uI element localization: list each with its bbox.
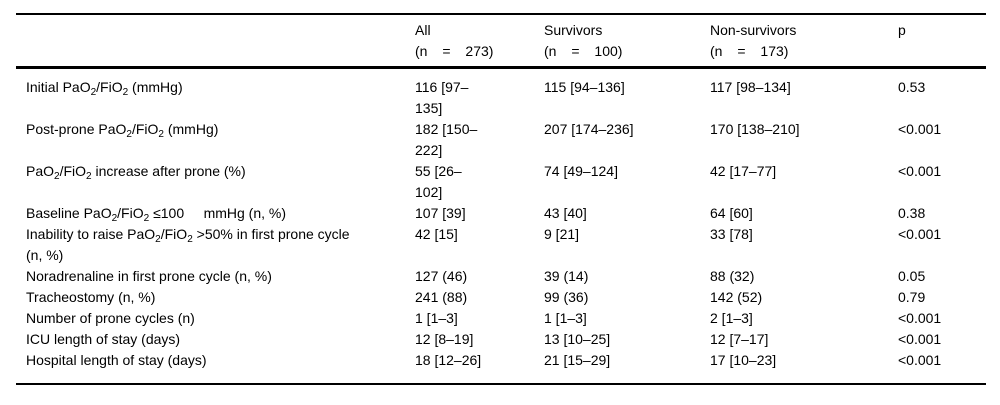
table-row: Number of prone cycles (n) 1 [1–3] 1 [1–3]…: [16, 308, 986, 329]
cell-all: 182 [150–222]: [415, 121, 478, 158]
cell-non_survivors: 88 (32): [710, 268, 755, 284]
column-title: p: [898, 22, 906, 38]
cell-survivors: 115 [94–136]: [544, 79, 625, 95]
header-row: All (n = 273) Survivors (n = 100) Non-surviv…: [16, 14, 986, 69]
table-row: Hospital length of stay (days) 18 [12–26]…: [16, 350, 986, 384]
cell-non_survivors: 117 [98–134]: [710, 79, 791, 95]
cell-p: 0.79: [898, 289, 926, 305]
table-row: Inability to raise PaO2/FiO2 >50% in fir…: [16, 224, 986, 266]
column-header-all: All (n = 273): [415, 14, 544, 69]
column-header-p: p: [898, 14, 986, 69]
cell-p: 0.53: [898, 79, 926, 95]
column-n-count: (n = 173): [710, 43, 789, 59]
cell-non_survivors: 64 [60]: [710, 205, 753, 221]
cell-p: <0.001: [898, 331, 942, 347]
column-n-count: (n = 100): [544, 43, 623, 59]
row-label: Tracheostomy (n, %): [26, 289, 156, 305]
cell-survivors: 1 [1–3]: [544, 310, 587, 326]
cell-survivors: 74 [49–124]: [544, 163, 618, 179]
row-label: Baseline PaO2/FiO2 ≤100 mmHg (n, %): [26, 205, 287, 224]
cell-survivors: 99 (36): [544, 289, 589, 305]
row-label: PaO2/FiO2 increase after prone (%): [26, 163, 246, 182]
column-header-non_survivors: Non-survivors (n = 173): [710, 14, 898, 69]
cell-survivors: 13 [10–25]: [544, 331, 611, 347]
table-row: PaO2/FiO2 increase after prone (%) 55 [26…: [16, 161, 986, 203]
header-spacer: [16, 14, 415, 69]
cell-p: <0.001: [898, 163, 942, 179]
cell-all: 18 [12–26]: [415, 352, 482, 368]
cell-non_survivors: 170 [138–210]: [710, 121, 800, 137]
column-header-survivors: Survivors (n = 100): [544, 14, 710, 69]
table-row: Tracheostomy (n, %) 241 (88) 99 (36) 142 (5…: [16, 287, 986, 308]
table-header: All (n = 273) Survivors (n = 100) Non-surviv…: [16, 14, 986, 69]
row-label: Number of prone cycles (n): [26, 310, 195, 326]
table-row: Noradrenaline in first prone cycle (n, %…: [16, 266, 986, 287]
row-label: Post-prone PaO2/FiO2 (mmHg): [26, 121, 219, 140]
cell-p: 0.05: [898, 268, 926, 284]
outcomes-table-container: All (n = 273) Survivors (n = 100) Non-surviv…: [16, 13, 986, 385]
cell-survivors: 9 [21]: [544, 226, 580, 242]
cell-p: <0.001: [898, 121, 942, 137]
cell-non_survivors: 17 [10–23]: [710, 352, 777, 368]
cell-all: 127 (46): [415, 268, 468, 284]
column-title: All: [415, 22, 431, 38]
cell-non_survivors: 42 [17–77]: [710, 163, 777, 179]
cell-all: 1 [1–3]: [415, 310, 458, 326]
row-label: Hospital length of stay (days): [26, 352, 207, 368]
cell-p: 0.38: [898, 205, 926, 221]
cell-survivors: 39 (14): [544, 268, 589, 284]
cell-survivors: 43 [40]: [544, 205, 587, 221]
cell-non_survivors: 2 [1–3]: [710, 310, 753, 326]
row-label: Noradrenaline in first prone cycle (n, %…: [26, 268, 272, 284]
cell-all: 12 [8–19]: [415, 331, 474, 347]
cell-survivors: 207 [174–236]: [544, 121, 634, 137]
column-title: Non-survivors: [710, 22, 797, 38]
cell-p: <0.001: [898, 226, 942, 242]
row-label: Inability to raise PaO2/FiO2 >50% in fir…: [26, 226, 354, 263]
cell-all: 241 (88): [415, 289, 468, 305]
column-n-count: (n = 273): [415, 43, 494, 59]
cell-all: 55 [26–102]: [415, 163, 462, 200]
cell-all: 107 [39]: [415, 205, 466, 221]
cell-p: <0.001: [898, 310, 942, 326]
cell-survivors: 21 [15–29]: [544, 352, 611, 368]
cell-all: 116 [97–135]: [415, 79, 469, 116]
cell-non_survivors: 33 [78]: [710, 226, 753, 242]
table-row: Baseline PaO2/FiO2 ≤100 mmHg (n, %) 107 […: [16, 203, 986, 224]
table-row: Post-prone PaO2/FiO2 (mmHg) 182 [150–222]…: [16, 119, 986, 161]
table-body: Initial PaO2/FiO2 (mmHg) 116 [97–135] 115 …: [16, 68, 986, 385]
row-label: Initial PaO2/FiO2 (mmHg): [26, 79, 183, 98]
cell-non_survivors: 142 (52): [710, 289, 763, 305]
cell-p: <0.001: [898, 352, 942, 368]
table-row: Initial PaO2/FiO2 (mmHg) 116 [97–135] 115 …: [16, 68, 986, 120]
cell-non_survivors: 12 [7–17]: [710, 331, 769, 347]
cell-all: 42 [15]: [415, 226, 458, 242]
outcomes-comparison-table: All (n = 273) Survivors (n = 100) Non-surviv…: [16, 13, 986, 385]
table-row: ICU length of stay (days) 12 [8–19] 13 [10…: [16, 329, 986, 350]
column-title: Survivors: [544, 22, 603, 38]
row-label: ICU length of stay (days): [26, 331, 181, 347]
